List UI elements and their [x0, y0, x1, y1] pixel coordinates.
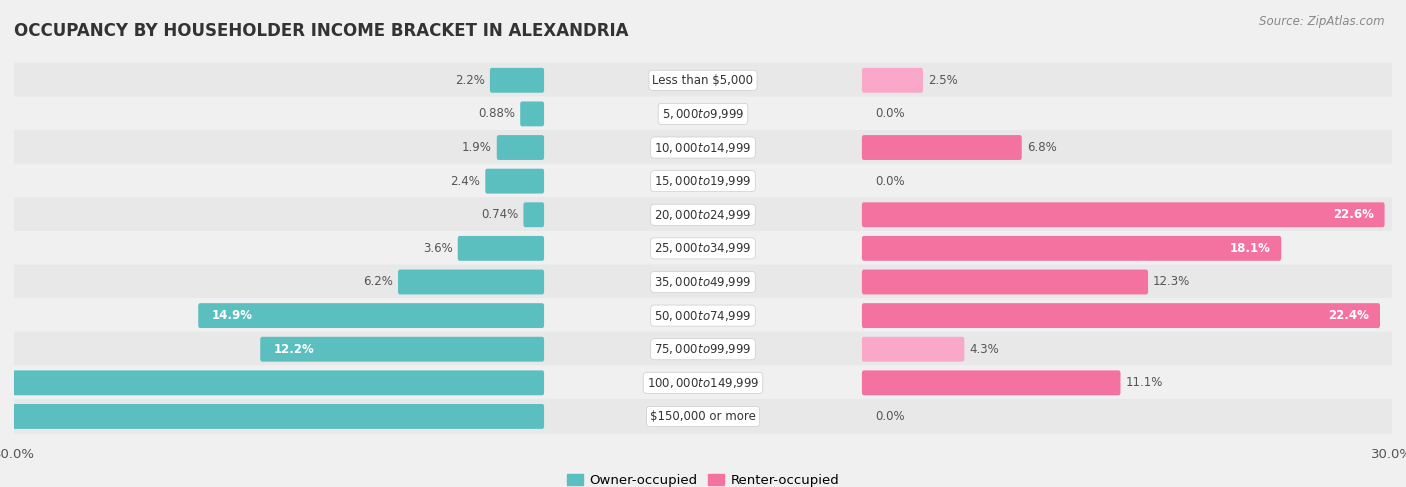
Text: 11.1%: 11.1%	[1126, 376, 1163, 389]
Text: 4.3%: 4.3%	[969, 343, 1000, 356]
Text: 0.0%: 0.0%	[875, 108, 905, 120]
FancyBboxPatch shape	[14, 197, 1392, 232]
Text: 6.2%: 6.2%	[363, 276, 392, 288]
FancyBboxPatch shape	[862, 303, 1381, 328]
Text: 0.74%: 0.74%	[481, 208, 519, 221]
FancyBboxPatch shape	[0, 371, 544, 395]
FancyBboxPatch shape	[14, 96, 1392, 131]
Text: 3.6%: 3.6%	[423, 242, 453, 255]
Legend: Owner-occupied, Renter-occupied: Owner-occupied, Renter-occupied	[561, 469, 845, 487]
Text: 0.0%: 0.0%	[875, 410, 905, 423]
FancyBboxPatch shape	[862, 202, 1385, 227]
Text: $5,000 to $9,999: $5,000 to $9,999	[662, 107, 744, 121]
FancyBboxPatch shape	[862, 135, 1022, 160]
Text: OCCUPANCY BY HOUSEHOLDER INCOME BRACKET IN ALEXANDRIA: OCCUPANCY BY HOUSEHOLDER INCOME BRACKET …	[14, 22, 628, 40]
FancyBboxPatch shape	[14, 164, 1392, 199]
Text: $15,000 to $19,999: $15,000 to $19,999	[654, 174, 752, 188]
FancyBboxPatch shape	[0, 404, 544, 429]
Text: Less than $5,000: Less than $5,000	[652, 74, 754, 87]
Text: 2.5%: 2.5%	[928, 74, 957, 87]
Text: 1.9%: 1.9%	[461, 141, 492, 154]
FancyBboxPatch shape	[523, 202, 544, 227]
FancyBboxPatch shape	[14, 399, 1392, 434]
Text: $20,000 to $24,999: $20,000 to $24,999	[654, 208, 752, 222]
Text: 12.2%: 12.2%	[274, 343, 315, 356]
Text: 22.4%: 22.4%	[1329, 309, 1369, 322]
FancyBboxPatch shape	[260, 337, 544, 362]
FancyBboxPatch shape	[862, 269, 1149, 295]
FancyBboxPatch shape	[862, 337, 965, 362]
Text: $50,000 to $74,999: $50,000 to $74,999	[654, 309, 752, 322]
Text: $150,000 or more: $150,000 or more	[650, 410, 756, 423]
Text: 22.6%: 22.6%	[1333, 208, 1374, 221]
FancyBboxPatch shape	[14, 264, 1392, 300]
Text: 0.0%: 0.0%	[875, 175, 905, 187]
FancyBboxPatch shape	[14, 365, 1392, 400]
FancyBboxPatch shape	[485, 169, 544, 193]
FancyBboxPatch shape	[14, 298, 1392, 333]
FancyBboxPatch shape	[489, 68, 544, 93]
Text: $35,000 to $49,999: $35,000 to $49,999	[654, 275, 752, 289]
FancyBboxPatch shape	[398, 269, 544, 295]
FancyBboxPatch shape	[496, 135, 544, 160]
FancyBboxPatch shape	[14, 130, 1392, 165]
FancyBboxPatch shape	[862, 68, 922, 93]
FancyBboxPatch shape	[14, 63, 1392, 98]
Text: 6.8%: 6.8%	[1026, 141, 1056, 154]
Text: $75,000 to $99,999: $75,000 to $99,999	[654, 342, 752, 356]
Text: 18.1%: 18.1%	[1229, 242, 1270, 255]
FancyBboxPatch shape	[198, 303, 544, 328]
FancyBboxPatch shape	[862, 371, 1121, 395]
Text: $25,000 to $34,999: $25,000 to $34,999	[654, 242, 752, 255]
Text: 14.9%: 14.9%	[211, 309, 253, 322]
FancyBboxPatch shape	[14, 231, 1392, 266]
Text: 12.3%: 12.3%	[1153, 276, 1191, 288]
Text: 2.4%: 2.4%	[450, 175, 481, 187]
Text: 0.88%: 0.88%	[478, 108, 515, 120]
FancyBboxPatch shape	[862, 236, 1281, 261]
Text: 2.2%: 2.2%	[456, 74, 485, 87]
Text: $10,000 to $14,999: $10,000 to $14,999	[654, 141, 752, 154]
Text: $100,000 to $149,999: $100,000 to $149,999	[647, 376, 759, 390]
FancyBboxPatch shape	[520, 101, 544, 126]
Text: Source: ZipAtlas.com: Source: ZipAtlas.com	[1260, 15, 1385, 28]
FancyBboxPatch shape	[458, 236, 544, 261]
FancyBboxPatch shape	[14, 332, 1392, 367]
